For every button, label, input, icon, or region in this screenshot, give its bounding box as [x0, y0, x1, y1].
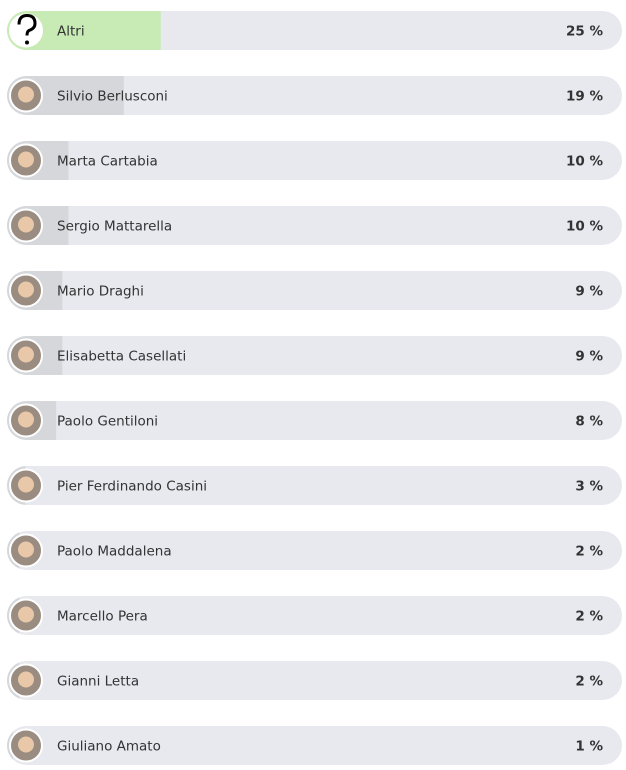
track	[7, 336, 622, 375]
poll-row: Paolo Gentiloni 8 %	[7, 401, 622, 440]
value-label: 9 %	[575, 284, 603, 300]
candidate-name: Paolo Gentiloni	[57, 414, 158, 430]
avatar-face	[18, 671, 34, 688]
value-label: 2 %	[575, 674, 603, 690]
question-dot	[25, 40, 29, 45]
track	[7, 401, 622, 440]
value-label: 9 %	[575, 349, 603, 365]
value-label: 3 %	[575, 479, 603, 495]
value-label: 25 %	[566, 24, 603, 40]
poll-row: Gianni Letta 2 %	[7, 661, 622, 700]
poll-row: Marcello Pera 2 %	[7, 596, 622, 635]
track	[7, 206, 622, 245]
poll-row: Silvio Berlusconi 19 %	[7, 76, 622, 115]
candidate-name: Altri	[57, 24, 85, 40]
candidate-name: Paolo Maddalena	[57, 544, 172, 560]
track	[7, 596, 622, 635]
candidate-name: Sergio Mattarella	[57, 219, 172, 235]
avatar-face	[18, 606, 34, 623]
candidate-name: Silvio Berlusconi	[57, 89, 168, 105]
value-label: 8 %	[575, 414, 603, 430]
avatar-face	[18, 411, 34, 428]
avatar-face	[18, 346, 34, 363]
candidate-name: Elisabetta Casellati	[57, 349, 186, 365]
poll-row: Paolo Maddalena 2 %	[7, 531, 622, 570]
candidate-name: Mario Draghi	[57, 284, 144, 300]
track	[7, 271, 622, 310]
track	[7, 76, 622, 115]
poll-row: Mario Draghi 9 %	[7, 271, 622, 310]
value-label: 2 %	[575, 609, 603, 625]
value-label: 19 %	[566, 89, 603, 105]
track	[7, 531, 622, 570]
candidate-name: Gianni Letta	[57, 674, 139, 690]
candidate-name: Pier Ferdinando Casini	[57, 479, 207, 495]
avatar-face	[18, 151, 34, 168]
avatar-face	[18, 476, 34, 493]
candidate-name: Marta Cartabia	[57, 154, 158, 170]
candidate-name: Marcello Pera	[57, 609, 148, 625]
track	[7, 141, 622, 180]
track	[7, 466, 622, 505]
question-icon	[17, 13, 37, 36]
avatar-face	[18, 736, 34, 753]
poll-row: Giuliano Amato 1 %	[7, 726, 622, 765]
poll-row: Sergio Mattarella 10 %	[7, 206, 622, 245]
avatar-face	[18, 541, 34, 558]
avatar-face	[18, 281, 34, 298]
track	[7, 661, 622, 700]
value-label: 1 %	[575, 739, 603, 755]
value-label: 10 %	[566, 219, 603, 235]
value-label: 2 %	[575, 544, 603, 560]
candidate-name: Giuliano Amato	[57, 739, 161, 755]
poll-row: Elisabetta Casellati 9 %	[7, 336, 622, 375]
poll-row: Pier Ferdinando Casini 3 %	[7, 466, 622, 505]
avatar-face	[18, 86, 34, 103]
track	[7, 726, 622, 765]
value-label: 10 %	[566, 154, 603, 170]
poll-row: Marta Cartabia 10 %	[7, 141, 622, 180]
avatar-face	[18, 216, 34, 233]
poll-row: Altri 25 %	[7, 11, 622, 50]
